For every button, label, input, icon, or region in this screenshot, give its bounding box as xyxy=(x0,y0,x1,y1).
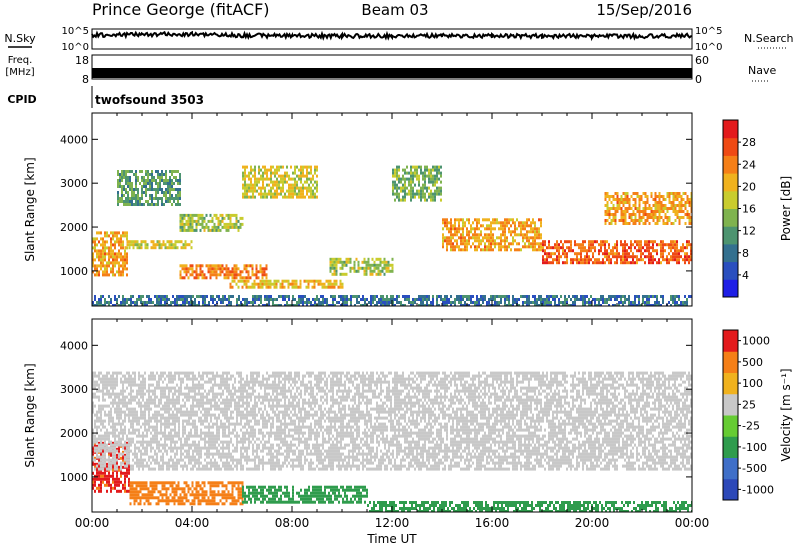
nave-right-tick: 60 xyxy=(695,54,709,67)
noise-panel-frame xyxy=(91,28,693,50)
velocity-ytick-label: 4000 xyxy=(60,339,88,352)
power-colorbar-tick-label: 8 xyxy=(742,247,749,260)
power-colorbar-swatch xyxy=(723,208,738,227)
velocity-colorbar-label: Velocity [m s⁻¹] xyxy=(779,368,793,461)
power-band xyxy=(179,213,244,232)
time-tick-label: 04:00 xyxy=(175,516,210,530)
power-colorbar-swatch xyxy=(723,226,738,245)
velocity-band xyxy=(367,501,692,512)
time-tick-label: 12:00 xyxy=(375,516,410,530)
time-axis-label: Time UT xyxy=(366,532,417,546)
velocity-colorbar-tick-label: -1000 xyxy=(742,483,774,496)
power-band xyxy=(179,264,268,280)
nsky-series-line xyxy=(91,30,693,42)
power-ytick-label: 2000 xyxy=(60,221,88,234)
time-tick-label: 08:00 xyxy=(275,516,310,530)
power-colorbar-swatch xyxy=(723,155,738,174)
cpid-label: CPID xyxy=(7,93,36,106)
velocity-colorbar-tick-label: 500 xyxy=(742,356,763,369)
velocity-ylabel: Slant Range [km] xyxy=(23,363,37,467)
freq-label: Freq. xyxy=(8,55,33,66)
nave-label: Nave xyxy=(748,64,776,77)
velocity-colorbar-swatch xyxy=(723,436,738,458)
velocity-ytick-label: 2000 xyxy=(60,427,88,440)
power-colorbar-swatch xyxy=(723,243,738,263)
beam-label: Beam 03 xyxy=(361,1,428,19)
velocity-colorbar-swatch xyxy=(723,372,738,395)
power-colorbar-tick-label: 12 xyxy=(742,225,756,238)
power-band xyxy=(604,192,692,225)
noise-left-tick: 10^0 xyxy=(62,42,89,53)
velocity-ytick-label: 1000 xyxy=(60,471,88,484)
time-tick-label: 00:00 xyxy=(75,516,110,530)
power-colorbar-swatch xyxy=(723,261,738,280)
power-band xyxy=(329,257,394,276)
velocity-colorbar-tick-label: 100 xyxy=(742,377,763,390)
date-label: 15/Sep/2016 xyxy=(596,1,692,19)
freq-unit-label: [MHz] xyxy=(5,67,34,78)
power-colorbar-swatch xyxy=(723,137,738,156)
power-ytick-label: 3000 xyxy=(60,177,88,190)
time-tick-label: 16:00 xyxy=(475,516,510,530)
power-colorbar-tick-label: 28 xyxy=(742,136,756,149)
velocity-colorbar-tick-label: 1000 xyxy=(742,335,770,348)
velocity-colorbar-swatch xyxy=(723,415,738,437)
power-colorbar-label: Power [dB] xyxy=(779,176,793,241)
frequency-panel-frame xyxy=(91,54,693,80)
velocity-colorbar-swatch xyxy=(723,393,738,416)
freq-left-tick: 18 xyxy=(75,54,89,67)
velocity-colorbar-tick-label: -500 xyxy=(742,462,767,475)
velocity-colorbar-swatch xyxy=(723,330,738,352)
velocity-ytick-label: 3000 xyxy=(60,383,88,396)
power-colorbar-swatch xyxy=(723,173,738,192)
noise-left-tick: 10^5 xyxy=(62,26,89,37)
time-tick-label: 20:00 xyxy=(575,516,610,530)
power-band xyxy=(92,295,692,306)
velocity-colorbar-tick-label: -100 xyxy=(742,441,767,454)
power-colorbar-tick-label: 4 xyxy=(742,269,749,282)
freq-left-tick: 8 xyxy=(82,73,89,86)
power-band xyxy=(442,218,542,252)
velocity-band xyxy=(92,371,692,471)
power-ytick-label: 1000 xyxy=(60,265,88,278)
velocity-band xyxy=(129,481,244,506)
velocity-colorbar-tick-label: -25 xyxy=(742,420,760,433)
power-band xyxy=(124,240,193,250)
power-colorbar: 4 8 12 16 20 24 28 Power [dB] xyxy=(722,119,793,298)
power-colorbar-tick-label: 20 xyxy=(742,180,756,193)
noise-right-tick: 10^5 xyxy=(695,26,722,37)
velocity-colorbar-swatch xyxy=(723,478,738,501)
power-colorbar-swatch xyxy=(723,279,738,298)
power-band xyxy=(542,240,692,265)
nsearch-label: N.Search xyxy=(744,32,794,45)
power-colorbar-swatch xyxy=(723,120,738,139)
velocity-band xyxy=(242,485,368,504)
axes-layer: 10^510^010^510^01886001000200030004000Sl… xyxy=(23,26,722,546)
velocity-colorbar-tick-label: 25 xyxy=(742,398,756,411)
cpid-name: twofsound 3503 xyxy=(95,93,204,107)
power-band xyxy=(229,279,344,289)
power-band xyxy=(92,231,128,277)
nave-right-tick: 0 xyxy=(695,73,702,86)
velocity-colorbar-swatch xyxy=(723,351,738,373)
power-colorbar-swatch xyxy=(723,190,738,209)
station-title: Prince George (fitACF) xyxy=(92,0,270,19)
power-band xyxy=(117,170,181,206)
power-band xyxy=(242,165,318,199)
frequency-series-band xyxy=(92,68,692,78)
power-ylabel: Slant Range [km] xyxy=(23,157,37,261)
time-tick-label: 00:00 xyxy=(675,516,710,530)
velocity-colorbar: 1000 500 100 25 -25 -100 -500 -1000 Velocity [m … xyxy=(722,329,793,501)
noise-right-tick: 10^0 xyxy=(695,42,722,53)
power-colorbar-tick-label: 24 xyxy=(742,158,756,171)
nsky-label: N.Sky xyxy=(4,32,36,45)
power-colorbar-tick-label: 16 xyxy=(742,203,756,216)
velocity-colorbar-swatch xyxy=(723,457,738,480)
power-band xyxy=(392,165,442,202)
power-ytick-label: 4000 xyxy=(60,133,88,146)
